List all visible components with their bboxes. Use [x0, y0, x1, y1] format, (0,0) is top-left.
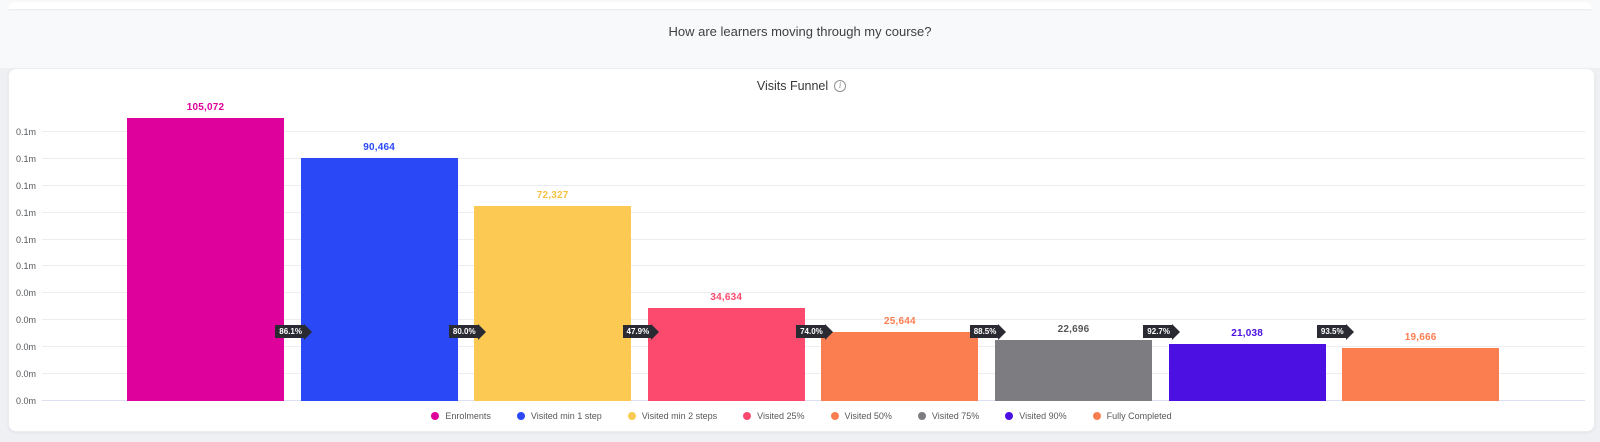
top-card-strip	[8, 2, 1592, 9]
y-axis-tick-label: 0.1m	[15, 207, 36, 218]
y-axis-tick-label: 0.1m	[15, 153, 36, 164]
bar-value-label: 21,038	[1231, 328, 1263, 340]
bar-value-label: 105,072	[186, 102, 225, 114]
legend-label: Visited 90%	[1019, 411, 1067, 421]
conversion-rate-badge: 74.0%	[796, 325, 825, 338]
gridline	[42, 346, 1585, 348]
gridline	[42, 238, 1585, 240]
conversion-rate-badge: 92.7%	[1143, 325, 1172, 338]
legend-dot	[1092, 412, 1101, 420]
y-axis-tick-label: 0.1m	[15, 261, 36, 272]
info-icon[interactable]: i	[834, 80, 847, 92]
legend-dot	[743, 412, 752, 420]
legend-item-visited-90-[interactable]: Visited 90%	[1005, 411, 1067, 421]
gridline	[42, 157, 1585, 159]
y-axis-tick-label: 0.0m	[15, 288, 36, 299]
gridline	[42, 292, 1585, 294]
legend-dot	[431, 412, 440, 420]
chart-legend: Enrolments Visited min 1 step Visited min …	[9, 411, 1594, 421]
question-title: How are learners moving through my cours…	[668, 24, 932, 39]
legend-dot	[830, 412, 839, 420]
page-background-upper	[0, 0, 1600, 68]
gridline	[42, 319, 1585, 321]
legend-dot	[917, 412, 926, 420]
y-axis-tick-label: 0.0m	[15, 396, 36, 406]
funnel-bar-visited-min-2-steps[interactable]	[474, 206, 632, 401]
conversion-rate-badge: 88.5%	[969, 325, 999, 338]
bar-value-label: 25,644	[883, 316, 916, 327]
gridline	[42, 130, 1585, 132]
conversion-rate-badge: 86.1%	[275, 325, 304, 338]
legend-label: Enrolments	[445, 411, 491, 421]
y-axis-tick-label: 0.1m	[15, 180, 36, 191]
visits-funnel-card: Visits Funnel i 0.1m 0.1m 0.1m 0.1m 0.1m 0.1m…	[8, 68, 1595, 432]
y-axis-tick-label: 0.1m	[15, 234, 36, 245]
gridline	[42, 373, 1585, 375]
funnel-bar-visited-50-[interactable]	[821, 332, 979, 401]
gridline	[42, 184, 1585, 186]
legend-item-visited-50-[interactable]: Visited 50%	[830, 411, 892, 421]
bar-value-label: 19,666	[1404, 332, 1437, 344]
y-axis-tick-label: 0.1m	[15, 126, 36, 137]
funnel-bar-visited-75-[interactable]	[995, 339, 1152, 401]
legend-item-fully-completed[interactable]: Fully Completed	[1092, 411, 1172, 421]
funnel-bar-visited-min-1-step[interactable]	[300, 157, 458, 401]
funnel-bar-visited-90-[interactable]	[1168, 344, 1326, 401]
legend-dot	[516, 412, 525, 420]
conversion-rate-badge: 93.5%	[1316, 325, 1346, 338]
legend-item-visited-min-1-step[interactable]: Visited min 1 step	[516, 411, 602, 421]
bar-value-label: 22,696	[1057, 323, 1090, 335]
bar-value-label: 72,327	[536, 190, 569, 202]
legend-dot	[627, 412, 636, 420]
gridline	[42, 265, 1585, 267]
chart-title: Visits Funnel	[756, 79, 829, 93]
legend-label: Visited 75%	[931, 411, 980, 421]
chart-title-row: Visits Funnel i	[9, 79, 1594, 93]
legend-dot	[1005, 412, 1014, 420]
y-axis-tick-label: 0.0m	[15, 315, 36, 326]
legend-label: Visited 25%	[757, 411, 805, 421]
bar-value-label: 34,634	[710, 291, 743, 303]
legend-item-enrolments[interactable]: Enrolments	[431, 411, 491, 421]
conversion-rate-badge: 80.0%	[448, 325, 478, 338]
funnel-bar-enrolments[interactable]	[127, 118, 284, 401]
legend-item-visited-25-[interactable]: Visited 25%	[743, 411, 805, 421]
y-axis-tick-label: 0.0m	[15, 369, 36, 380]
legend-item-visited-75-[interactable]: Visited 75%	[917, 411, 980, 421]
legend-label: Fully Completed	[1106, 411, 1172, 421]
conversion-rate-badge: 47.9%	[622, 325, 652, 338]
legend-label: Visited min 2 steps	[641, 411, 718, 421]
legend-item-visited-min-2-steps[interactable]: Visited min 2 steps	[627, 411, 718, 421]
legend-label: Visited min 1 step	[530, 411, 602, 421]
y-axis-tick-label: 0.0m	[15, 342, 36, 353]
gridline	[42, 211, 1585, 213]
funnel-bar-visited-25-[interactable]	[647, 307, 805, 401]
bar-value-label: 90,464	[363, 141, 395, 153]
gridline	[42, 400, 1585, 401]
funnel-bar-fully-completed[interactable]	[1342, 348, 1500, 401]
legend-label: Visited 50%	[844, 411, 892, 421]
plot-area: 0.1m 0.1m 0.1m 0.1m 0.1m 0.1m 0.0m 0.0m 0.0m 0.0m…	[16, 102, 1585, 406]
